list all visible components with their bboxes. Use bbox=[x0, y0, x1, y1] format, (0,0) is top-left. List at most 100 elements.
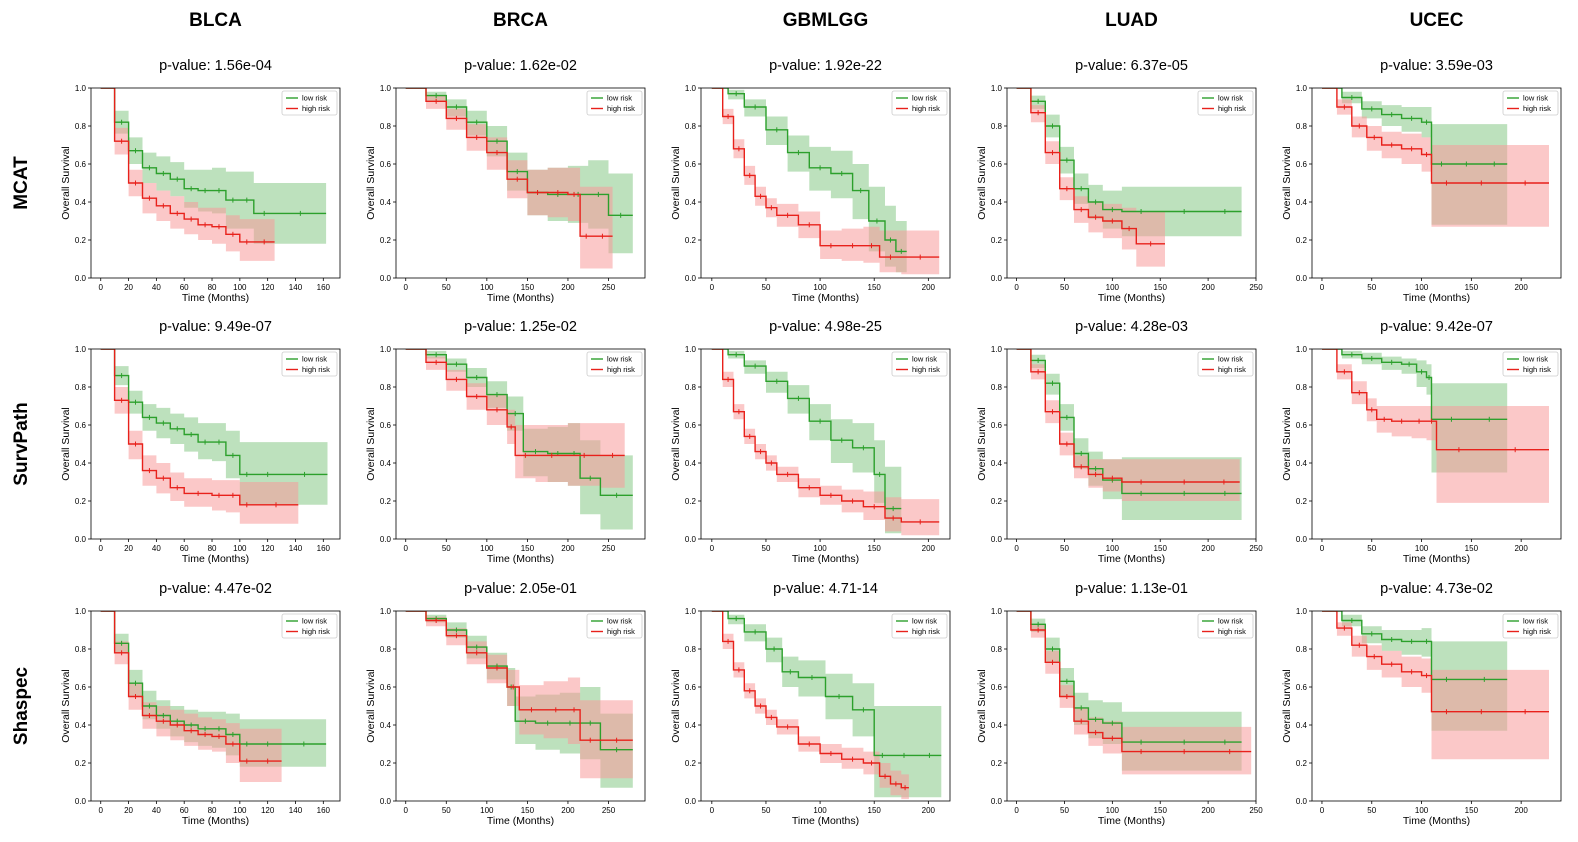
x-axis-label: Time (Months) bbox=[487, 815, 554, 827]
high-risk-confidence-band bbox=[1322, 611, 1549, 760]
high-risk-confidence-band bbox=[100, 611, 282, 782]
y-tick-label: 1.0 bbox=[1296, 84, 1308, 93]
y-tick-label: 0.6 bbox=[75, 160, 87, 169]
y-tick-label: 0.4 bbox=[75, 459, 87, 468]
x-tick-label: 150 bbox=[521, 806, 535, 815]
y-tick-label: 0.2 bbox=[380, 497, 392, 506]
p-value-title: p-value: 4.28e-03 bbox=[1075, 319, 1188, 335]
legend-low-risk-label: low risk bbox=[1523, 355, 1548, 364]
y-tick-label: 0.0 bbox=[991, 535, 1003, 544]
axes-frame bbox=[90, 348, 341, 540]
y-tick-label: 0.4 bbox=[380, 721, 392, 730]
y-tick-label: 0.4 bbox=[1296, 459, 1308, 468]
km-plot-survpath-brca: p-value: 1.25e-02 0 50 100 150 200 250 0.0 0.2 0.… bbox=[360, 319, 660, 571]
low-risk-confidence-band bbox=[100, 349, 328, 505]
plot-svg: 0 50 100 150 200 0.0 0.2 0.4 0.6 0.8 1.0 Time (Mont… bbox=[1281, 607, 1562, 827]
y-tick-label: 0.6 bbox=[991, 421, 1003, 430]
km-plot-survpath-blca: p-value: 9.49e-07 0 20 40 60 80 100 120 140 160 0.… bbox=[55, 319, 355, 571]
legend-high-risk-label: high risk bbox=[1218, 365, 1246, 374]
x-tick-label: 200 bbox=[1201, 806, 1215, 815]
km-plot-survpath-gbmlgg: p-value: 4.98e-25 0 50 100 150 200 0.0 0.2 0.4 0.… bbox=[665, 319, 965, 571]
high-risk-survival-line bbox=[100, 611, 282, 762]
high-risk-confidence-band bbox=[1016, 349, 1240, 501]
high-risk-survival-line bbox=[100, 88, 275, 243]
axes-frame bbox=[1006, 610, 1257, 802]
y-tick-label: 1.0 bbox=[685, 84, 697, 93]
x-tick-label: 200 bbox=[561, 544, 575, 553]
x-tick-label: 150 bbox=[1154, 283, 1168, 292]
row-header-label: Shaspec bbox=[11, 666, 32, 746]
low-risk-survival-line bbox=[711, 349, 902, 510]
x-axis-label: Time (Months) bbox=[792, 815, 859, 827]
x-tick-label: 160 bbox=[317, 544, 331, 553]
x-tick-label: 80 bbox=[208, 283, 217, 292]
y-tick-label: 0.0 bbox=[1296, 797, 1308, 806]
high-risk-survival-line bbox=[405, 349, 625, 457]
x-tick-label: 0 bbox=[99, 806, 104, 815]
y-tick-label: 0.6 bbox=[75, 683, 87, 692]
x-tick-label: 0 bbox=[404, 283, 409, 292]
x-tick-label: 50 bbox=[442, 544, 451, 553]
x-tick-label: 0 bbox=[710, 806, 715, 815]
x-tick-label: 0 bbox=[99, 283, 104, 292]
x-tick-label: 60 bbox=[180, 806, 189, 815]
x-tick-label: 200 bbox=[1201, 544, 1215, 553]
y-axis-label: Overall Survival bbox=[60, 407, 72, 481]
x-tick-label: 120 bbox=[261, 806, 275, 815]
y-tick-label: 1.0 bbox=[380, 607, 392, 616]
axes-frame bbox=[395, 610, 646, 802]
x-tick-label: 50 bbox=[1060, 806, 1069, 815]
legend-high-risk-label: high risk bbox=[607, 104, 635, 113]
plot-svg: 0 50 100 150 200 0.0 0.2 0.4 0.6 0.8 1.0 Time (Mont… bbox=[670, 84, 951, 304]
y-tick-label: 0.4 bbox=[75, 198, 87, 207]
x-tick-label: 100 bbox=[1415, 806, 1429, 815]
y-tick-label: 0.8 bbox=[75, 122, 87, 131]
high-risk-confidence-band bbox=[1016, 611, 1252, 775]
legend-low-risk-label: low risk bbox=[912, 94, 937, 103]
plot-svg: 0 50 100 150 200 0.0 0.2 0.4 0.6 0.8 1.0 Time (Mont… bbox=[670, 607, 951, 827]
high-risk-confidence-band bbox=[711, 611, 909, 800]
x-tick-label: 120 bbox=[261, 544, 275, 553]
y-tick-label: 0.4 bbox=[380, 459, 392, 468]
y-tick-label: 0.8 bbox=[991, 122, 1003, 131]
x-tick-label: 200 bbox=[1514, 544, 1528, 553]
x-axis-label: Time (Months) bbox=[487, 292, 554, 304]
x-tick-label: 40 bbox=[152, 806, 161, 815]
y-axis-label: Overall Survival bbox=[976, 669, 988, 743]
y-tick-label: 0.0 bbox=[380, 535, 392, 544]
y-tick-label: 0.8 bbox=[75, 645, 87, 654]
high-risk-survival-line bbox=[405, 88, 613, 237]
legend-low-risk-label: low risk bbox=[302, 355, 327, 364]
y-tick-label: 0.2 bbox=[991, 759, 1003, 768]
y-tick-label: 0.8 bbox=[991, 383, 1003, 392]
y-tick-label: 1.0 bbox=[75, 84, 87, 93]
column-header-blca: BLCA bbox=[189, 10, 242, 31]
x-tick-label: 100 bbox=[1415, 544, 1429, 553]
x-tick-label: 50 bbox=[1367, 544, 1376, 553]
x-tick-label: 50 bbox=[762, 806, 771, 815]
axes-frame bbox=[1311, 87, 1562, 279]
legend-high-risk-label: high risk bbox=[302, 627, 330, 636]
high-risk-survival-line bbox=[405, 611, 633, 741]
y-tick-label: 0.0 bbox=[75, 797, 87, 806]
legend-high-risk-label: high risk bbox=[1523, 627, 1551, 636]
y-tick-label: 0.2 bbox=[75, 236, 87, 245]
x-tick-label: 0 bbox=[1320, 544, 1325, 553]
high-risk-confidence-band bbox=[711, 349, 940, 536]
high-risk-survival-line bbox=[1322, 349, 1549, 451]
x-tick-label: 150 bbox=[868, 806, 882, 815]
y-tick-label: 0.0 bbox=[75, 535, 87, 544]
y-tick-label: 1.0 bbox=[991, 607, 1003, 616]
low-risk-survival-line bbox=[100, 349, 328, 476]
legend-high-risk-label: high risk bbox=[1218, 627, 1246, 636]
y-tick-label: 0.4 bbox=[685, 721, 697, 730]
x-tick-label: 250 bbox=[602, 283, 616, 292]
y-tick-label: 0.8 bbox=[1296, 122, 1308, 131]
p-value-title: p-value: 1.62e-02 bbox=[464, 58, 577, 74]
x-tick-label: 150 bbox=[1465, 806, 1479, 815]
row-header-label: MCAT bbox=[11, 156, 32, 210]
x-tick-label: 250 bbox=[1249, 283, 1263, 292]
x-tick-label: 150 bbox=[1154, 544, 1168, 553]
y-tick-label: 0.0 bbox=[380, 274, 392, 283]
legend-high-risk-label: high risk bbox=[912, 365, 940, 374]
